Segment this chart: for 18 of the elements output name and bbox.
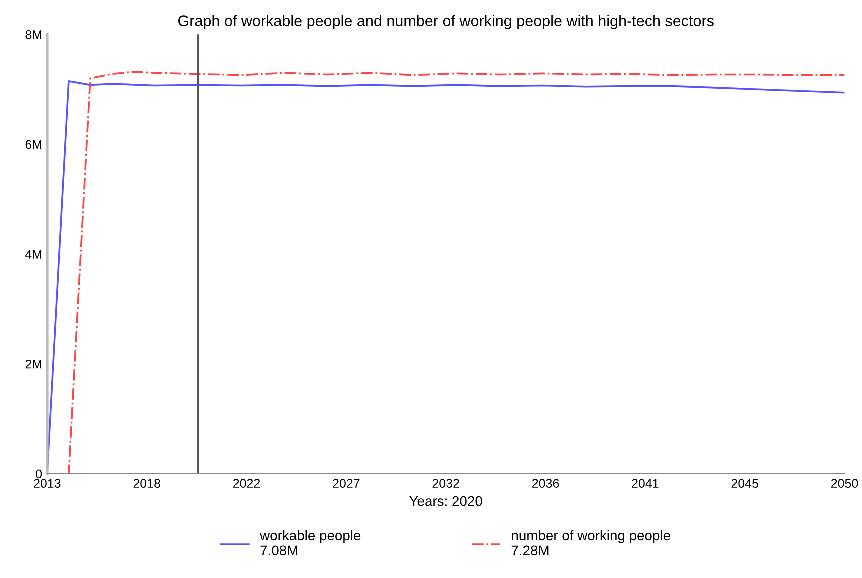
x-tick-label: 2032 (432, 479, 460, 488)
x-tick-label: 2041 (632, 479, 659, 488)
x-tick-label: 2022 (233, 479, 260, 488)
x-axis-title: Years: 2020 (410, 496, 482, 506)
y-tick-label: 6M (26, 140, 42, 150)
chart-title: Graph of workable people and number of working people with high-tech sectors (178, 15, 714, 30)
x-tick-label: 2036 (532, 479, 560, 488)
x-tick-label: 2027 (333, 479, 360, 488)
legend-label: workable people 7.08M (260, 530, 361, 556)
y-tick-label: 2M (26, 360, 42, 369)
x-tick-label: 2018 (134, 479, 160, 488)
x-tick-label: 2045 (732, 479, 758, 488)
y-tick-label: 0 (36, 470, 42, 479)
legend-label: number of working people 7.28M (512, 530, 670, 556)
x-tick-label: 2050 (831, 479, 858, 488)
y-tick-label: 8M (26, 30, 42, 40)
y-tick-label: 4M (25, 250, 42, 259)
x-tick-label: 2013 (34, 479, 61, 488)
